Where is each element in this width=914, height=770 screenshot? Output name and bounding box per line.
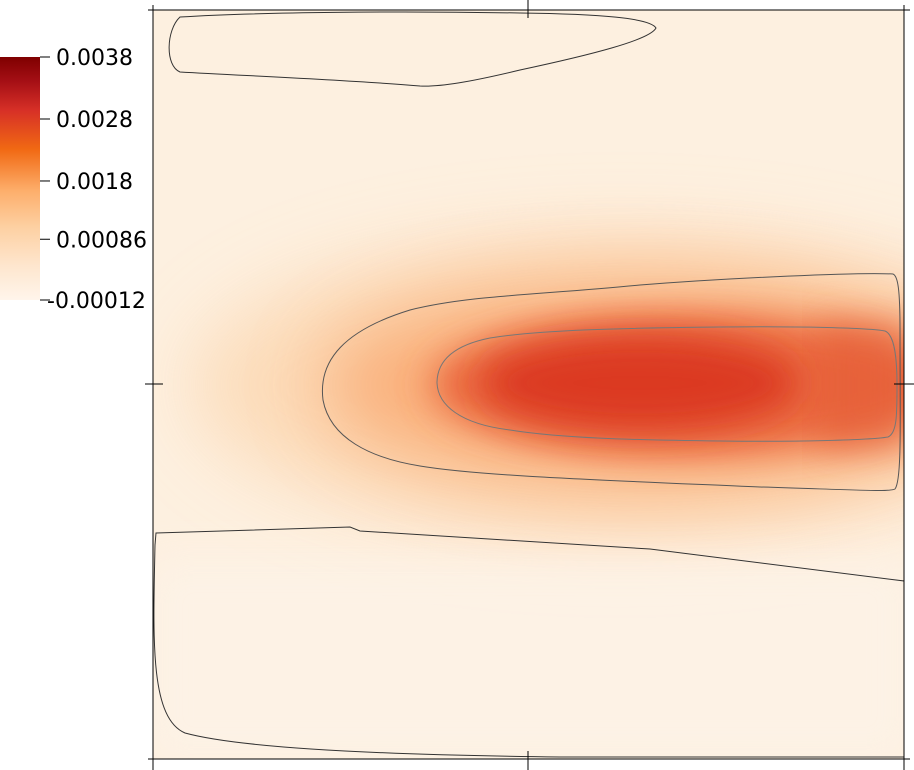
axes-frame	[145, 0, 914, 770]
colorbar-tick-label: 0.0018	[56, 170, 133, 195]
contour-lower	[153, 526, 905, 758]
contour-inner-core	[436, 326, 898, 442]
colorbar-gradient	[0, 57, 40, 300]
contour-outer-core	[321, 273, 901, 491]
colorbar: 0.0038 0.0028 0.0018 0.00086 -0.00012	[0, 46, 147, 314]
colorbar-tick-label: 0.0028	[56, 108, 133, 133]
colorbar-tick-label: 0.0038	[56, 46, 133, 71]
colorbar-tick-label: 0.00086	[56, 228, 147, 253]
scalar-field	[153, 235, 904, 759]
colorbar-tick-label: -0.00012	[47, 289, 146, 314]
contour-lines	[153, 11, 905, 758]
contour-upper	[168, 11, 657, 87]
